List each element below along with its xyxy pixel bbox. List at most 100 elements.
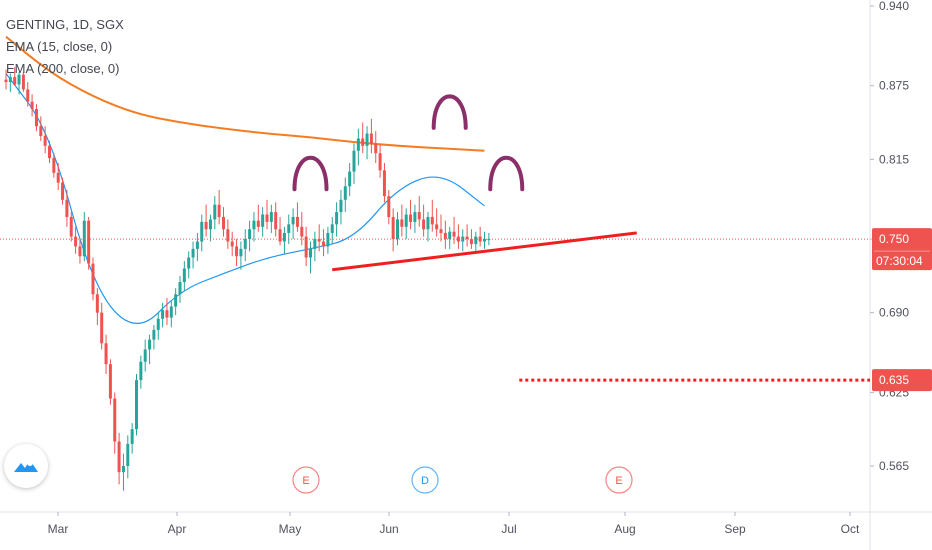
candle-body [330, 224, 334, 233]
candle-body [178, 282, 182, 295]
price-tick-label: 0.565 [879, 459, 909, 473]
candle [335, 202, 339, 237]
neckline [332, 231, 637, 272]
candle [374, 131, 378, 164]
candle-body [48, 145, 51, 159]
candle [113, 392, 117, 454]
candle [117, 432, 121, 485]
candle-body [456, 236, 460, 242]
ema-slow-label[interactable]: EMA (200, close, 0) [6, 61, 120, 76]
candle-body [365, 133, 369, 146]
candle-body [230, 241, 234, 247]
candle [95, 288, 99, 325]
candle-body [30, 101, 34, 110]
candle-body [252, 220, 256, 230]
target-price-label: 0.635 [879, 373, 909, 387]
event-circle [292, 466, 320, 494]
candle [182, 261, 186, 291]
candle-body [195, 241, 199, 249]
candle [74, 226, 78, 254]
candle [269, 204, 273, 233]
candle [322, 229, 326, 257]
tradingview-logo-button[interactable] [4, 444, 48, 488]
candle [143, 339, 147, 372]
candle-body [430, 216, 434, 225]
candle-body [313, 239, 317, 249]
candle-body [300, 226, 304, 237]
candle [4, 69, 8, 90]
candle [487, 232, 491, 246]
candle-body [409, 214, 413, 222]
candle [309, 241, 312, 274]
candle [248, 220, 252, 252]
time-tick-label: May [279, 522, 302, 536]
candle [326, 226, 330, 254]
candle [274, 202, 278, 237]
candle [204, 204, 208, 237]
candle [252, 212, 256, 242]
candle [413, 204, 417, 233]
candle [156, 312, 160, 340]
candle-body [187, 257, 191, 269]
candle-body [26, 89, 30, 102]
candle-body [95, 294, 99, 313]
event-letter: E [615, 475, 622, 487]
candle-body [322, 241, 326, 247]
candle [178, 275, 182, 303]
candle [439, 214, 443, 242]
candle [200, 214, 204, 252]
candle-body [439, 229, 443, 233]
candle [30, 94, 34, 117]
candle-body [487, 239, 491, 241]
ema-fast-label[interactable]: EMA (15, close, 0) [6, 39, 113, 54]
candle [48, 140, 51, 164]
earnings-event-marker[interactable]: E [292, 466, 320, 494]
candle [13, 67, 17, 86]
candle-body [148, 339, 152, 350]
symbol-title[interactable]: GENTING, 1D, SGX [6, 17, 124, 32]
candle [21, 72, 25, 92]
candle-body [139, 361, 143, 381]
candle [82, 212, 86, 262]
candle-body [274, 212, 278, 230]
candle [452, 216, 456, 244]
candle-body [413, 212, 417, 222]
countdown-label: 07:30:04 [876, 254, 923, 268]
candle-body [165, 310, 169, 318]
candle [121, 453, 125, 491]
candle [100, 302, 104, 350]
candle-body [113, 398, 117, 442]
lines-layer [5, 35, 485, 324]
candle [422, 204, 426, 237]
candle-body [326, 232, 330, 247]
candle [69, 212, 73, 242]
candle [135, 374, 138, 436]
candle-body [335, 212, 339, 225]
candle [339, 190, 343, 225]
candle [130, 423, 134, 454]
dividend-event-marker[interactable]: D [411, 466, 439, 494]
candle [78, 239, 82, 264]
candle-body [465, 236, 469, 240]
candle [222, 207, 225, 237]
candle-body [278, 229, 282, 242]
candle-body [261, 214, 265, 227]
candle-body [243, 239, 247, 249]
candle [8, 73, 12, 92]
price-tick-label: 0.690 [879, 306, 909, 320]
candle-body [213, 204, 217, 220]
candle-body [43, 136, 47, 146]
candle [387, 190, 391, 225]
candle [391, 208, 395, 252]
time-axis[interactable]: Mar Apr May Jun Jul Aug Sep Oct [48, 512, 860, 536]
earnings-event-marker[interactable]: E [605, 466, 633, 494]
candle [261, 207, 265, 237]
event-circle [605, 466, 633, 494]
candle-body [369, 133, 373, 144]
price-axis[interactable]: 0.9400.8750.8150.7500.6900.6250.5650.750… [870, 0, 932, 473]
candle [39, 116, 43, 141]
candle [295, 202, 299, 232]
tradingview-icon [14, 460, 38, 472]
candle-body [304, 236, 308, 258]
